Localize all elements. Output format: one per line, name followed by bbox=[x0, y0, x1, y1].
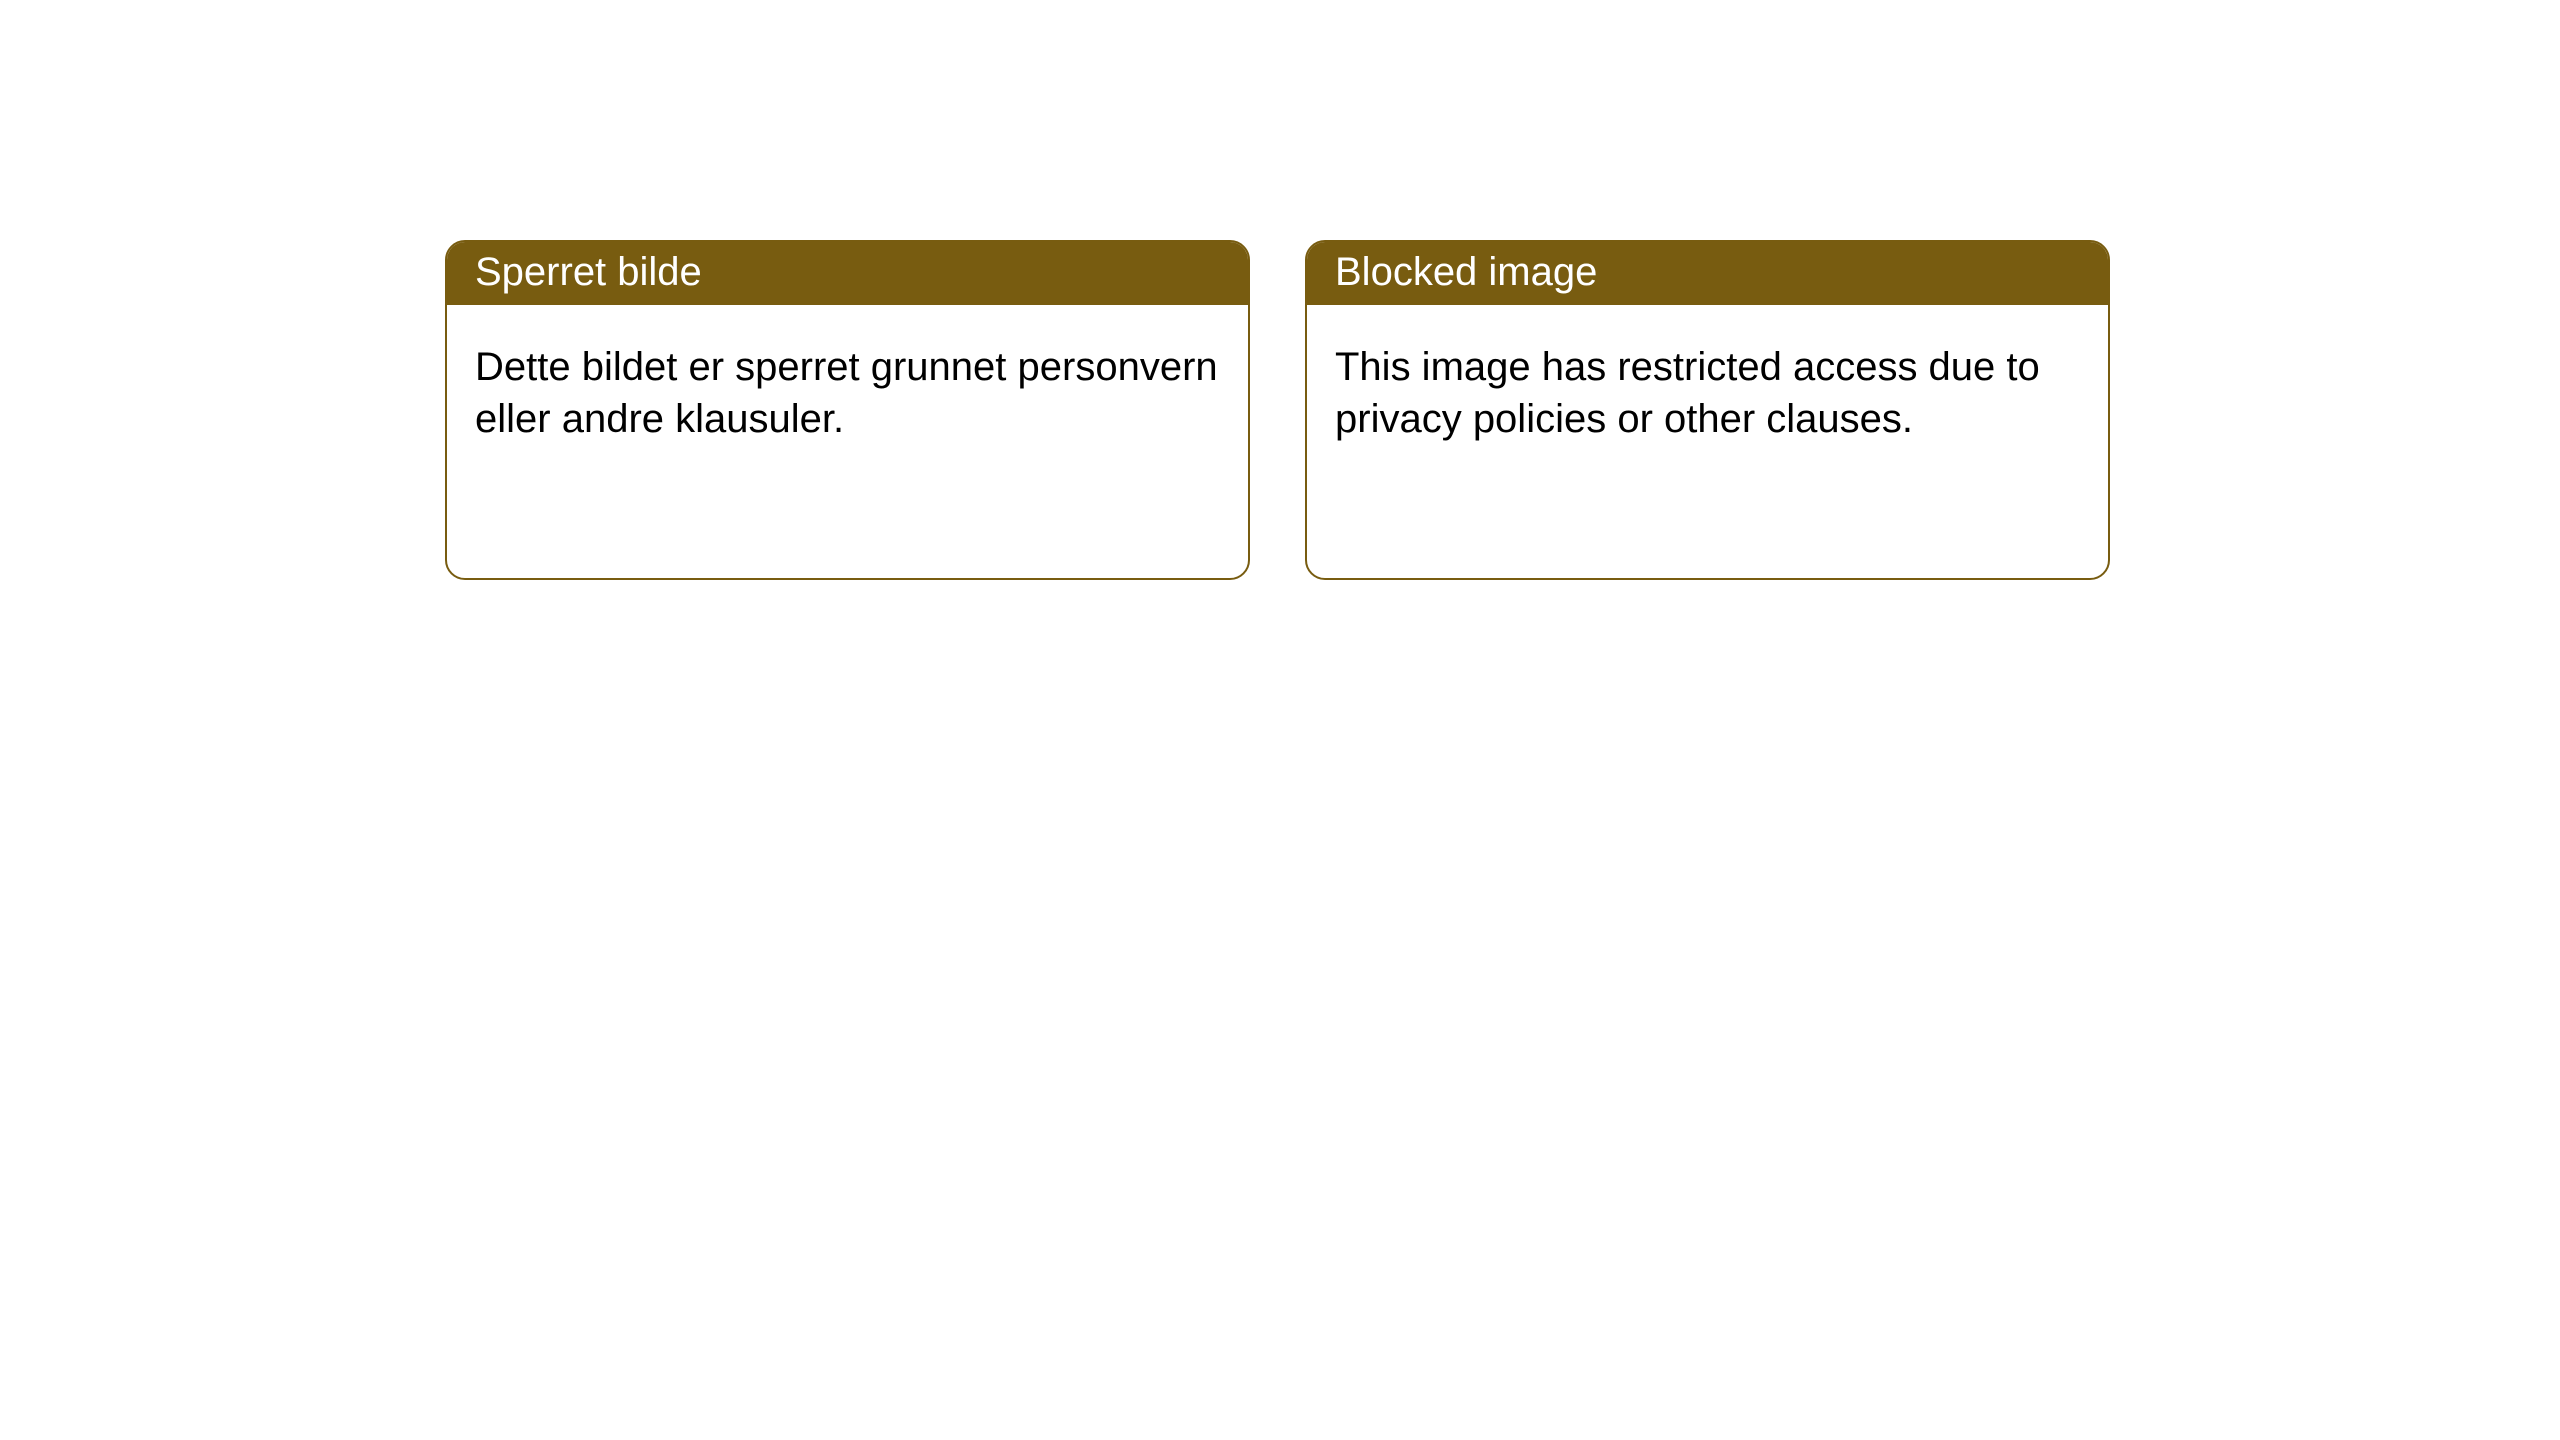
notice-card-body: This image has restricted access due to … bbox=[1307, 305, 2108, 481]
notice-card-title: Blocked image bbox=[1307, 242, 2108, 305]
notice-container: Sperret bilde Dette bildet er sperret gr… bbox=[0, 0, 2560, 580]
notice-card-title: Sperret bilde bbox=[447, 242, 1248, 305]
notice-card-english: Blocked image This image has restricted … bbox=[1305, 240, 2110, 580]
notice-card-body: Dette bildet er sperret grunnet personve… bbox=[447, 305, 1248, 481]
notice-card-norwegian: Sperret bilde Dette bildet er sperret gr… bbox=[445, 240, 1250, 580]
